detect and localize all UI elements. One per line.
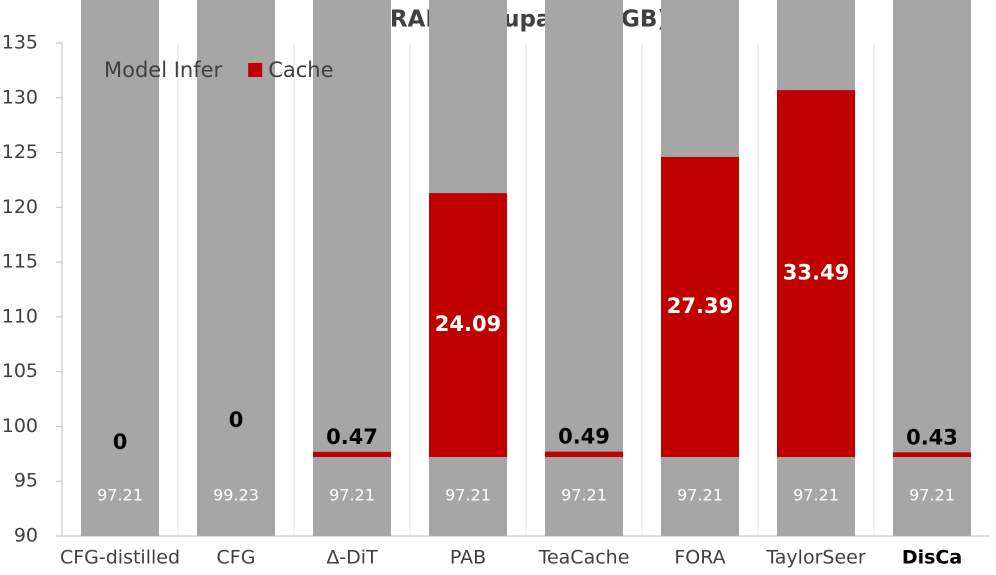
value-label: 97.21 — [329, 486, 375, 505]
y-tick-label: 105 — [2, 360, 38, 382]
value-label: 24.09 — [435, 312, 501, 336]
value-label: 97.21 — [909, 486, 955, 505]
x-tick-label: Δ-DiT — [326, 547, 378, 569]
x-tick-label: TeaCache — [538, 547, 630, 569]
y-tick-label: 95 — [14, 470, 38, 492]
value-label: 33.49 — [783, 261, 849, 285]
bar-segment — [893, 452, 971, 458]
value-label: 97.21 — [677, 486, 723, 505]
x-tick-label: TaylorSeer — [765, 547, 866, 569]
bar-segment — [429, 193, 507, 458]
y-tick-label: 120 — [2, 196, 38, 218]
value-label: 27.39 — [667, 294, 733, 318]
y-tick-label: 115 — [2, 251, 38, 273]
chart-title: VRAM Occupation (GB) — [372, 7, 668, 33]
bar-segment — [893, 0, 971, 536]
bar-segment — [661, 156, 739, 458]
bar-segment — [777, 90, 855, 458]
bar-segment — [313, 0, 391, 536]
value-label: 99.23 — [213, 486, 259, 505]
x-tick-label: CFG — [217, 547, 256, 569]
bar-segment — [545, 451, 623, 458]
y-tick-label: 110 — [2, 305, 38, 327]
bar-segment — [197, 0, 275, 536]
legend-label: Model Infer — [104, 58, 223, 82]
bar-segment — [81, 0, 159, 536]
value-label: 0.47 — [326, 425, 378, 449]
y-tick-label: 100 — [2, 415, 38, 437]
x-tick-label: DisCa — [902, 547, 962, 569]
y-tick-label: 130 — [2, 86, 38, 108]
value-label: 97.21 — [97, 486, 143, 505]
value-label: 0 — [113, 430, 128, 454]
value-label: 0 — [229, 408, 244, 432]
value-label: 97.21 — [445, 486, 491, 505]
x-tick-label: PAB — [450, 547, 486, 569]
x-tick-label: CFG-distilled — [60, 547, 180, 569]
x-tick-label: FORA — [674, 547, 725, 569]
legend-swatch — [248, 63, 263, 77]
value-label: 0.49 — [558, 425, 610, 449]
value-label: 97.21 — [561, 486, 607, 505]
legend-label: Cache — [268, 58, 333, 82]
value-label: 0.43 — [906, 425, 958, 449]
y-tick-label: 90 — [14, 525, 38, 547]
y-tick-label: 135 — [2, 32, 38, 54]
legend-swatch — [84, 63, 98, 77]
bar-segment — [545, 0, 623, 536]
value-label: 97.21 — [793, 486, 839, 505]
y-tick-label: 125 — [2, 141, 38, 163]
bar-segment — [313, 451, 391, 458]
